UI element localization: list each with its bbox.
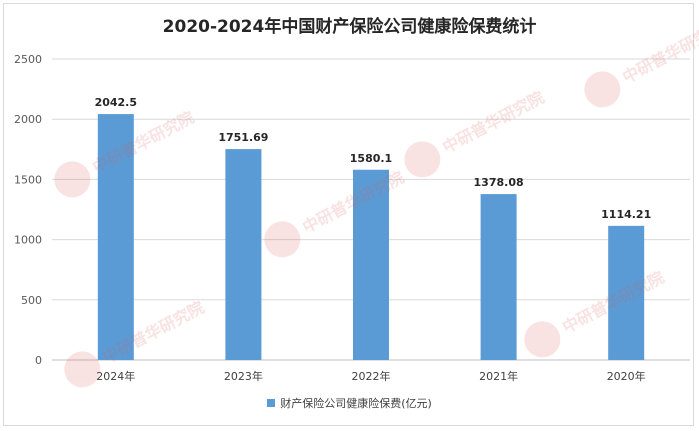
- data-label: 2042.5: [95, 96, 137, 109]
- data-label: 1378.08: [474, 176, 524, 189]
- watermark-text: 中研普华研究院: [619, 18, 699, 87]
- chart-title: 2020-2024年中国财产保险公司健康险保费统计: [162, 17, 537, 37]
- x-tick-label: 2022年: [352, 369, 391, 383]
- watermark: 中研普华研究院: [404, 88, 547, 178]
- bar: [480, 194, 517, 360]
- watermark-logo-icon: [264, 221, 301, 258]
- watermark: 中研普华研究院: [584, 18, 699, 108]
- y-tick-label: 1000: [14, 234, 42, 247]
- bar: [225, 149, 262, 360]
- watermark: 中研普华研究院: [524, 268, 667, 358]
- watermark-logo-icon: [524, 321, 561, 358]
- legend-swatch: [267, 399, 276, 407]
- x-tick-label: 2021年: [479, 369, 518, 383]
- data-label: 1114.21: [601, 208, 651, 221]
- watermark-logo-icon: [54, 161, 91, 198]
- y-tick-label: 2000: [14, 113, 42, 126]
- data-label: 1751.69: [218, 131, 268, 144]
- x-tick-label: 2020年: [607, 369, 646, 383]
- watermark-logo-icon: [584, 71, 621, 108]
- watermark-logo-icon: [64, 351, 101, 388]
- x-tick-label: 2023年: [224, 369, 263, 383]
- bar: [97, 114, 134, 360]
- y-tick-label: 500: [21, 294, 42, 307]
- y-tick-label: 0: [35, 354, 42, 367]
- data-label: 1580.1: [350, 152, 392, 165]
- y-tick-label: 1500: [14, 173, 42, 186]
- watermark-text: 中研普华研究院: [439, 88, 547, 157]
- y-tick-label: 2500: [14, 53, 42, 66]
- legend-label: 财产保险公司健康险保费(亿元): [280, 397, 432, 410]
- x-tick-label: 2024年: [96, 369, 135, 383]
- watermark-logo-icon: [404, 141, 441, 178]
- bar: [353, 169, 389, 360]
- bar: [608, 225, 645, 360]
- legend: 财产保险公司健康险保费(亿元): [0, 395, 699, 411]
